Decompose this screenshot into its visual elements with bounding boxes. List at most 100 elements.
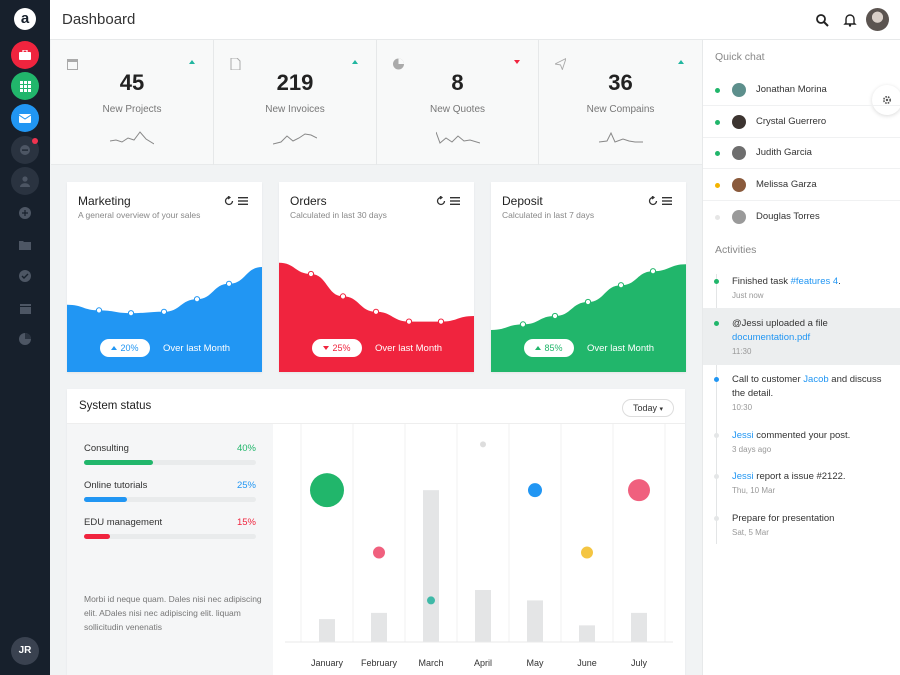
stat-new-projects: 45 New Projects — [51, 40, 214, 165]
app-logo[interactable]: a — [14, 8, 36, 30]
sidebar-users-button[interactable] — [11, 167, 39, 195]
stat-value: 8 — [451, 70, 464, 95]
sidebar-apps-button[interactable] — [11, 72, 39, 100]
marketing-card: Marketing A general overview of your sal… — [67, 182, 262, 372]
bar — [527, 600, 543, 642]
over-label: Over last Month — [375, 343, 443, 354]
activity-link[interactable]: documentation.pdf — [732, 332, 811, 343]
x-tick-label: June — [577, 658, 597, 668]
data-point — [127, 310, 135, 317]
system-status-panel: System status Today ▾ Consulting 40% Onl… — [67, 389, 685, 675]
progress-fill — [84, 497, 127, 502]
card-title: Deposit — [502, 194, 543, 208]
sidebar-mail-button[interactable] — [11, 104, 39, 132]
activity-item[interactable]: Jessi commented your post. 3 days ago — [703, 429, 900, 465]
document-icon — [230, 58, 241, 70]
profile-avatar[interactable] — [866, 8, 889, 31]
chat-contact[interactable]: Jonathan Morina — [703, 74, 900, 106]
settings-button[interactable] — [872, 85, 900, 115]
chat-contact[interactable]: Crystal Guerrero — [703, 106, 900, 138]
activity-link[interactable]: #features 4 — [790, 276, 839, 287]
data-point — [307, 270, 315, 278]
sidebar-folder-item[interactable] — [18, 238, 32, 252]
status-percent: 15% — [236, 517, 256, 528]
contact-name: Douglas Torres — [756, 211, 820, 222]
progress-bar — [84, 534, 256, 539]
status-label: EDU management — [84, 517, 163, 528]
activity-time: Just now — [732, 291, 764, 300]
activity-link[interactable]: Jessi — [732, 471, 754, 482]
activity-text: Call to customer Jacob and discuss the d… — [732, 374, 882, 399]
activity-link[interactable]: Jacob — [803, 374, 829, 385]
status-list: Consulting 40% Online tutorials 25% EDU … — [67, 424, 273, 675]
panel-title: System status — [79, 400, 152, 412]
sidebar-dashboard-button[interactable] — [11, 41, 39, 69]
x-tick-label: April — [474, 658, 492, 668]
timeline-dot — [714, 433, 719, 438]
contact-name: Judith Garcia — [756, 147, 812, 158]
status-label: Consulting — [84, 443, 129, 454]
menu-icon[interactable] — [662, 197, 672, 205]
data-point — [372, 308, 380, 315]
contact-avatar — [732, 83, 746, 97]
sidebar-calendar-item[interactable] — [18, 301, 32, 315]
activity-text: Jessi report a issue #2122. — [732, 471, 846, 482]
grid-icon — [19, 80, 31, 92]
x-tick-label: February — [361, 658, 398, 668]
pie-chart-icon — [19, 333, 31, 345]
activity-item[interactable]: Jessi report a issue #2122. Thu, 10 Mar — [703, 470, 900, 506]
chat-contact[interactable]: Douglas Torres — [703, 201, 900, 233]
change-value: 20% — [120, 343, 139, 353]
activity-link[interactable]: Jessi — [732, 430, 754, 441]
bar — [475, 590, 491, 642]
calendar-icon — [19, 303, 31, 314]
refresh-icon[interactable] — [648, 196, 658, 206]
bubble — [528, 483, 542, 498]
menu-icon[interactable] — [450, 197, 460, 205]
activity-item[interactable]: Call to customer Jacob and discuss the d… — [703, 373, 900, 423]
gear-icon — [882, 95, 892, 105]
chat-contact[interactable]: Melissa Garza — [703, 169, 900, 201]
refresh-icon[interactable] — [436, 196, 446, 206]
data-point — [405, 318, 413, 325]
stat-value: 45 — [119, 70, 145, 95]
data-point — [584, 298, 592, 306]
deposit-card: Deposit Calculated in last 7 days 85% Ov… — [491, 182, 686, 372]
sparkline — [273, 133, 317, 145]
user-icon — [20, 175, 30, 187]
sidebar-reports-item[interactable] — [18, 332, 32, 346]
data-point — [225, 280, 233, 287]
trend-up-icon — [535, 346, 542, 350]
sidebar-tasks-item[interactable] — [18, 269, 32, 283]
activity-item[interactable]: Finished task #features 4. Just now — [703, 275, 900, 315]
orders-card: Orders Calculated in last 30 days 25% Ov… — [279, 182, 474, 372]
progress-bar — [84, 497, 256, 502]
user-avatar[interactable]: JR — [11, 637, 39, 665]
refresh-icon[interactable] — [224, 196, 234, 206]
bar — [631, 612, 647, 642]
activity-item[interactable]: @Jessi uploaded a file documentation.pdf… — [703, 308, 900, 365]
right-panel: Quick chat Jonathan Morina Crystal Guerr… — [702, 40, 900, 675]
sidebar-add-item[interactable] — [18, 206, 32, 220]
search-icon[interactable] — [815, 13, 829, 27]
change-pill: 25% — [312, 339, 362, 357]
data-point — [437, 318, 445, 325]
bell-icon[interactable] — [843, 13, 857, 27]
status-dot — [715, 151, 720, 156]
trend-down-icon — [514, 60, 520, 64]
contact-avatar — [732, 115, 746, 129]
page-title: Dashboard — [62, 11, 136, 28]
trend-down-icon — [323, 346, 330, 350]
status-dot — [715, 215, 720, 220]
check-circle-icon — [19, 270, 31, 282]
caret-down-icon: ▾ — [659, 406, 664, 413]
activity-item[interactable]: Prepare for presentation Sat, 5 Mar — [703, 512, 900, 548]
bar — [579, 625, 595, 642]
chat-contact[interactable]: Judith Garcia — [703, 137, 900, 169]
sidebar-chat-button[interactable] — [11, 136, 39, 164]
status-dot — [715, 120, 720, 125]
timeline-dot — [714, 279, 719, 284]
menu-icon[interactable] — [238, 197, 248, 205]
contact-avatar — [732, 178, 746, 192]
period-dropdown[interactable]: Today ▾ — [622, 399, 674, 417]
